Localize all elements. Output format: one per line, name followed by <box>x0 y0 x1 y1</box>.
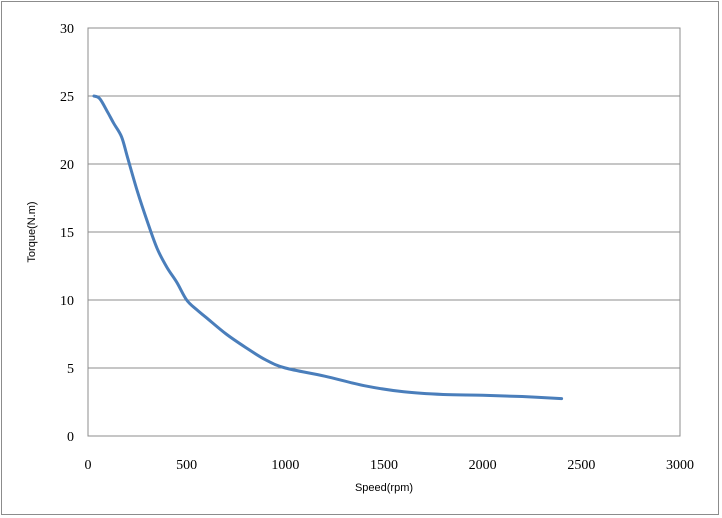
y-tick-label: 5 <box>67 362 74 377</box>
x-tick-label: 1500 <box>370 458 398 473</box>
x-axis-title: Speed(rpm) <box>355 482 413 494</box>
x-tick-label: 1000 <box>271 458 299 473</box>
y-tick-label: 20 <box>60 158 74 173</box>
y-tick-label: 10 <box>60 294 74 309</box>
x-tick-label: 2000 <box>469 458 497 473</box>
y-tick-label: 15 <box>60 226 74 241</box>
x-axis-ticks: 0 500 1000 1500 2000 2500 3000 <box>85 458 695 473</box>
x-tick-label: 3000 <box>666 458 694 473</box>
series-line-0 <box>92 94 564 401</box>
y-tick-label: 0 <box>67 430 74 445</box>
y-axis-title: Torque(N.m) <box>26 201 38 262</box>
x-tick-label: 0 <box>85 458 92 473</box>
x-tick-label: 2500 <box>567 458 595 473</box>
plot-area-border <box>87 27 681 437</box>
y-tick-label: 25 <box>60 90 74 105</box>
gridlines <box>88 27 680 437</box>
series-layer <box>92 94 564 401</box>
y-tick-label: 30 <box>60 22 74 37</box>
y-axis-ticks: 0 5 10 15 20 25 30 <box>60 22 74 445</box>
x-tick-label: 500 <box>176 458 197 473</box>
